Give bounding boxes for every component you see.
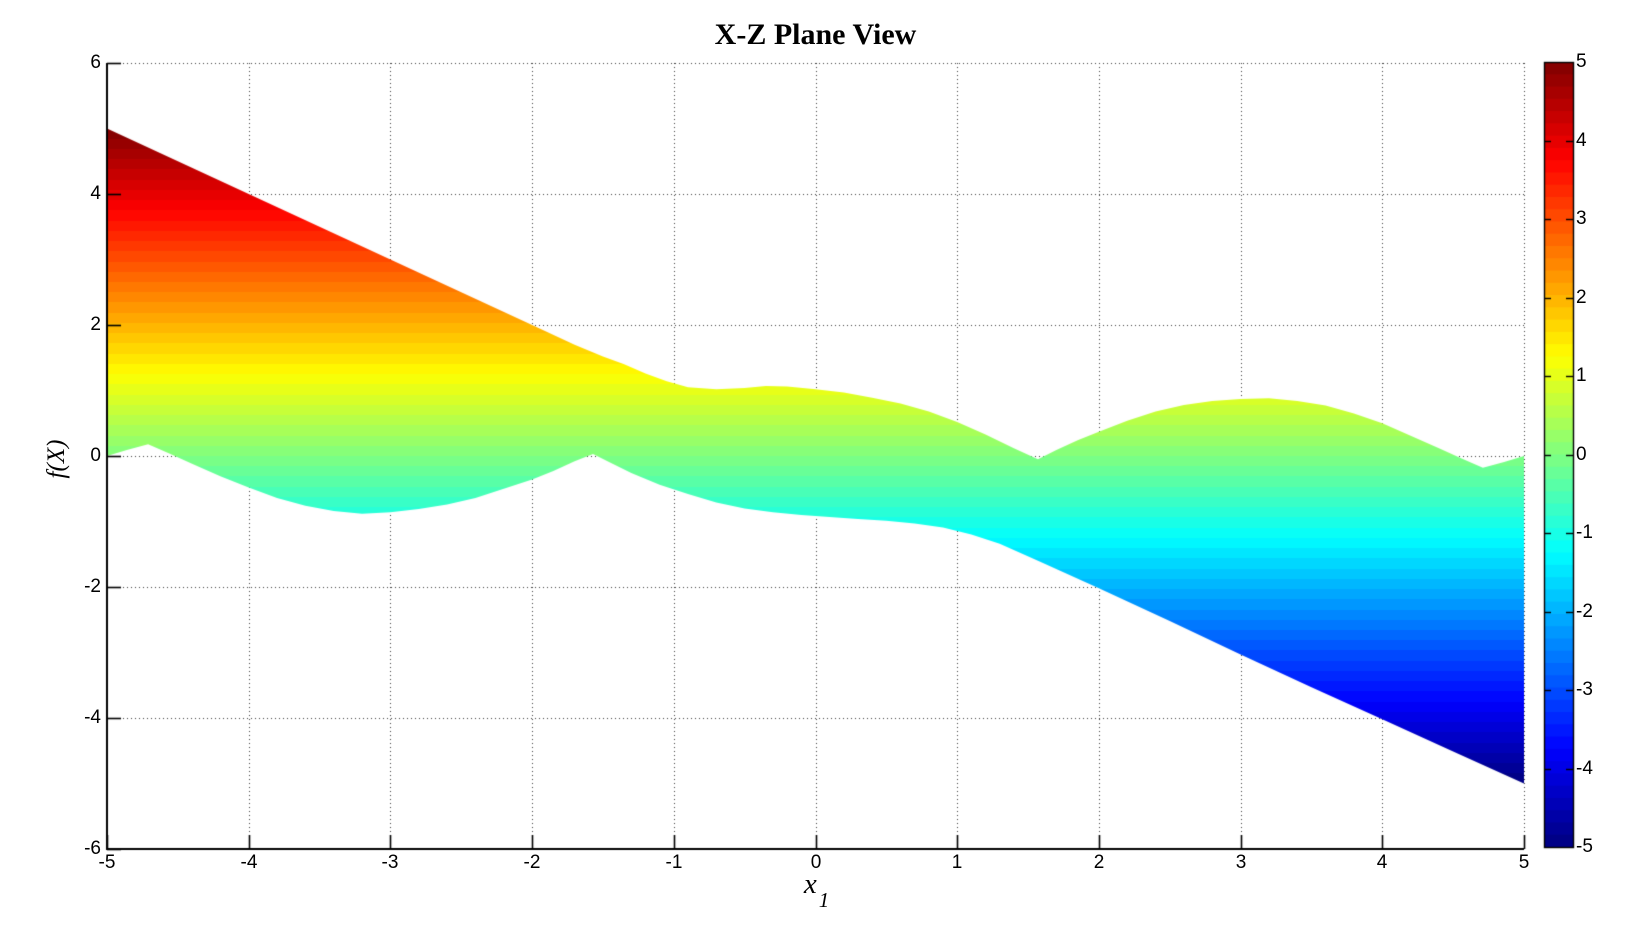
colorbar-tick-label: 3	[1576, 208, 1587, 229]
x-tick-label: -1	[665, 852, 683, 873]
y-tick-label: -2	[84, 576, 101, 597]
colorbar-tick-label: 1	[1576, 365, 1587, 386]
colorbar-tick-label: 2	[1576, 287, 1587, 308]
x-tick-label: -5	[98, 852, 116, 873]
x-axis-label: x1	[107, 868, 1524, 912]
y-tick-label: -6	[84, 838, 101, 859]
y-tick-label: 4	[90, 183, 101, 204]
colorbar-tick-label: 5	[1576, 51, 1587, 72]
x-tick-label: -3	[381, 852, 399, 873]
x-axis-label-subscript: 1	[818, 887, 830, 912]
x-tick-label: 1	[951, 852, 963, 873]
x-tick-label: 5	[1518, 852, 1530, 873]
x-tick-label: -2	[523, 852, 541, 873]
y-tick-label: 2	[90, 314, 101, 335]
x-tick-label: -4	[240, 852, 258, 873]
x-tick-label: 0	[810, 852, 822, 873]
colorbar-tick-label: -5	[1576, 836, 1593, 857]
colorbar-tick-label: -3	[1576, 679, 1593, 700]
y-tick-label: 0	[90, 445, 101, 466]
x-axis-label-base: x	[803, 868, 817, 900]
x-tick-label: 2	[1093, 852, 1105, 873]
colorbar-tick-label: -1	[1576, 522, 1593, 543]
x-tick-label: 3	[1235, 852, 1247, 873]
colorbar-tick-label: -4	[1576, 758, 1593, 779]
x-tick-label: 4	[1376, 852, 1388, 873]
chart-title: X-Z Plane View	[714, 18, 917, 51]
y-tick-label: 6	[90, 52, 101, 73]
colorbar-tick-label: -2	[1576, 601, 1593, 622]
colorbar-tick-label: 0	[1576, 444, 1587, 465]
y-tick-label: -4	[84, 707, 101, 728]
colorbar-tick-label: 4	[1576, 130, 1587, 151]
